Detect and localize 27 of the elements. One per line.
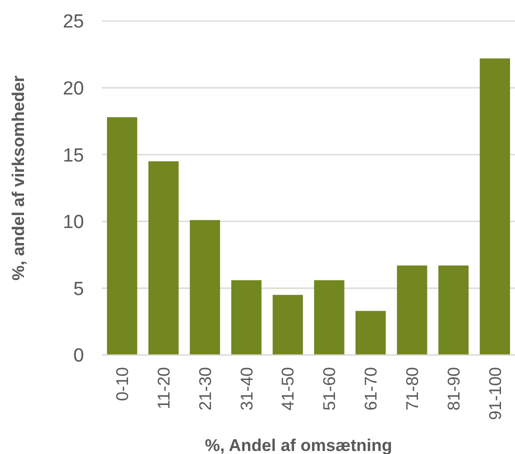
x-tick-label: 31-40 xyxy=(237,367,256,410)
x-tick-label: 71-80 xyxy=(403,367,422,410)
x-tick-label: 0-10 xyxy=(113,367,132,402)
x-tick-label: 41-50 xyxy=(278,367,298,410)
y-tick-label: 5 xyxy=(73,278,84,300)
x-tick-label: 11-20 xyxy=(154,367,174,410)
y-tick-label: 25 xyxy=(62,12,84,33)
y-axis-title: %, andel af virksomheder xyxy=(9,75,28,281)
y-tick-label: 0 xyxy=(73,346,84,367)
x-tick-label: 61-70 xyxy=(362,367,381,410)
y-tick-label: 15 xyxy=(62,145,84,166)
bar xyxy=(106,117,138,355)
y-tick-label: 10 xyxy=(62,212,84,234)
bar xyxy=(190,220,220,355)
x-tick-label: 51-60 xyxy=(320,367,340,410)
bar xyxy=(480,58,510,355)
x-tick-label: 91-100 xyxy=(486,367,505,420)
bar xyxy=(314,280,344,355)
y-tick-label: 20 xyxy=(62,78,84,100)
bar xyxy=(231,280,262,355)
bar xyxy=(356,310,386,355)
x-tick-label: 81-90 xyxy=(444,367,464,410)
bar xyxy=(148,161,179,355)
bar xyxy=(438,265,469,355)
bar xyxy=(272,294,303,355)
x-tick-label: 21-30 xyxy=(196,367,215,410)
bar xyxy=(396,265,428,355)
